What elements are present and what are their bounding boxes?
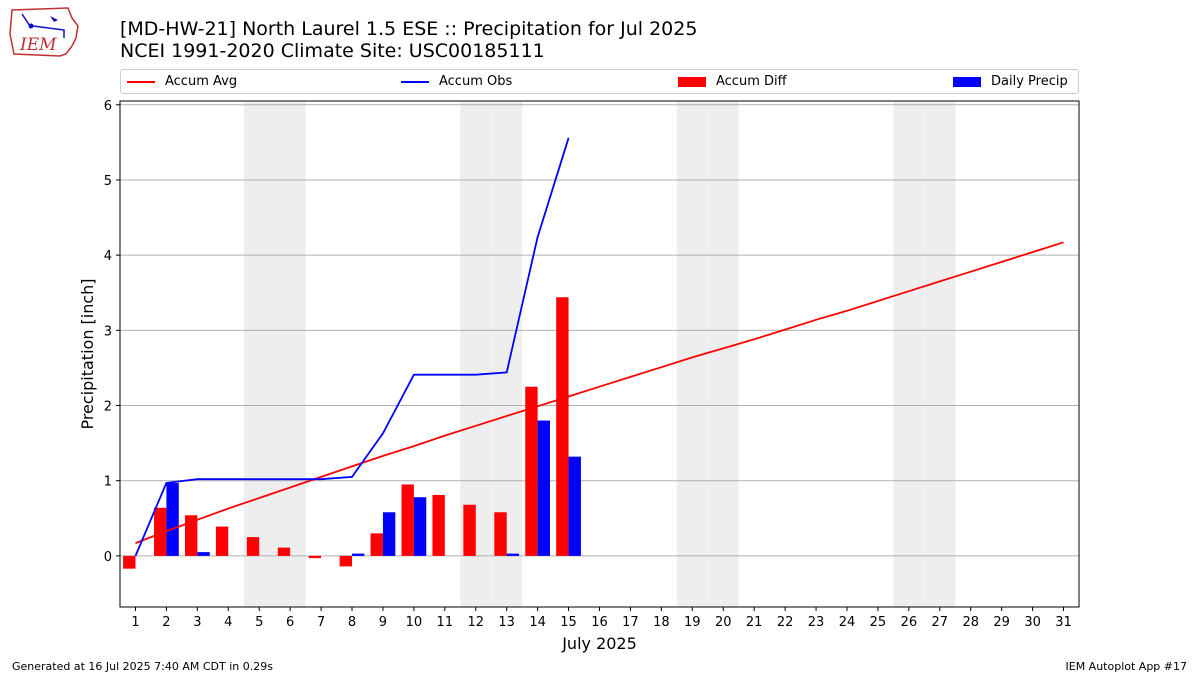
x-tick-label-11: 11 bbox=[437, 615, 454, 630]
x-axis-label: July 2025 bbox=[561, 634, 637, 653]
x-tick-label-1: 1 bbox=[131, 615, 139, 630]
x-tick-label-27: 27 bbox=[932, 615, 949, 630]
daily-precip-bar-9 bbox=[382, 512, 396, 556]
legend-item-daily-precip: Daily Precip bbox=[953, 74, 1068, 90]
legend-swatch-accum-diff bbox=[678, 76, 706, 87]
weekend-shade-6 bbox=[274, 101, 306, 607]
accum-diff-bar-15 bbox=[556, 297, 569, 556]
x-tick-label-4: 4 bbox=[224, 615, 232, 630]
legend-swatch-daily-precip bbox=[953, 76, 981, 87]
y-tick-label-6: 6 bbox=[104, 99, 112, 114]
x-tick-label-21: 21 bbox=[746, 615, 763, 630]
accum-diff-bar-9 bbox=[370, 533, 383, 556]
y-tick-label-4: 4 bbox=[104, 249, 112, 264]
daily-precip-bar-10 bbox=[413, 497, 427, 556]
x-tick-label-9: 9 bbox=[379, 615, 387, 630]
x-tick-label-23: 23 bbox=[808, 615, 825, 630]
x-tick-label-8: 8 bbox=[348, 615, 356, 630]
accum-diff-bar-5 bbox=[246, 537, 260, 556]
y-tick-label-5: 5 bbox=[104, 174, 112, 189]
weekend-shade-27 bbox=[924, 101, 956, 607]
x-tick-label-2: 2 bbox=[162, 615, 170, 630]
x-tick-label-14: 14 bbox=[529, 615, 546, 630]
legend-item-accum-avg: Accum Avg bbox=[127, 74, 237, 90]
legend: Accum Avg Accum Obs Accum Diff Daily Pre… bbox=[120, 69, 1079, 94]
legend-label-accum-avg: Accum Avg bbox=[165, 74, 238, 89]
x-tick-label-25: 25 bbox=[870, 615, 887, 630]
legend-label-accum-obs: Accum Obs bbox=[439, 74, 513, 89]
legend-item-accum-obs: Accum Obs bbox=[401, 74, 512, 90]
accum-diff-bar-14 bbox=[525, 386, 538, 556]
x-tick-label-26: 26 bbox=[901, 615, 918, 630]
x-tick-label-29: 29 bbox=[993, 615, 1010, 630]
x-tick-label-6: 6 bbox=[286, 615, 294, 630]
x-tick-label-18: 18 bbox=[653, 615, 670, 630]
accum-diff-bar-11 bbox=[432, 494, 445, 556]
x-tick-label-30: 30 bbox=[1024, 615, 1041, 630]
accum-diff-bar-10 bbox=[401, 484, 414, 556]
accum-diff-bar-2 bbox=[154, 507, 167, 556]
x-tick-label-28: 28 bbox=[962, 615, 979, 630]
footer-app: IEM Autoplot App #17 bbox=[1065, 660, 1188, 673]
y-tick-label-2: 2 bbox=[104, 400, 112, 415]
daily-precip-bar-14 bbox=[537, 420, 551, 556]
y-tick-label-3: 3 bbox=[104, 324, 112, 339]
weekend-shade-26 bbox=[893, 101, 925, 607]
accum-diff-bar-4 bbox=[215, 526, 229, 556]
x-tick-label-31: 31 bbox=[1055, 615, 1072, 630]
accum-obs-line bbox=[134, 137, 570, 557]
accum-diff-bar-1 bbox=[123, 555, 136, 569]
x-tick-label-20: 20 bbox=[715, 615, 732, 630]
x-tick-label-17: 17 bbox=[622, 615, 639, 630]
x-tick-label-3: 3 bbox=[193, 615, 201, 630]
x-tick-label-12: 12 bbox=[467, 615, 484, 630]
legend-label-daily-precip: Daily Precip bbox=[991, 74, 1068, 89]
y-tick-label-1: 1 bbox=[104, 475, 112, 490]
chart-title: [MD-HW-21] North Laurel 1.5 ESE :: Preci… bbox=[120, 18, 698, 40]
x-tick-label-16: 16 bbox=[591, 615, 608, 630]
daily-precip-bar-15 bbox=[568, 456, 581, 556]
chart-subtitle: NCEI 1991-2020 Climate Site: USC00185111 bbox=[120, 40, 545, 62]
x-tick-label-10: 10 bbox=[406, 615, 423, 630]
daily-precip-bar-3 bbox=[197, 552, 210, 556]
accum-diff-bar-3 bbox=[184, 515, 198, 556]
daily-precip-bar-2 bbox=[166, 482, 179, 556]
accum-diff-bar-12 bbox=[463, 504, 476, 556]
iem-logo: IEM bbox=[9, 7, 79, 57]
legend-item-accum-diff: Accum Diff bbox=[678, 74, 787, 90]
accum-diff-bar-7 bbox=[308, 555, 322, 559]
daily-precip-bar-13 bbox=[506, 553, 520, 556]
weekend-shade-5 bbox=[243, 101, 275, 607]
x-tick-label-22: 22 bbox=[777, 615, 794, 630]
legend-label-accum-diff: Accum Diff bbox=[716, 74, 787, 89]
x-tick-label-24: 24 bbox=[839, 615, 856, 630]
x-tick-label-13: 13 bbox=[498, 615, 515, 630]
footer-generated: Generated at 16 Jul 2025 7:40 AM CDT in … bbox=[12, 660, 273, 673]
daily-precip-bar-8 bbox=[352, 553, 365, 556]
x-tick-label-15: 15 bbox=[560, 615, 577, 630]
accum-diff-bar-6 bbox=[277, 547, 291, 556]
accum-diff-bar-13 bbox=[494, 512, 507, 556]
legend-swatch-accum-obs bbox=[401, 80, 429, 83]
accum-avg-line bbox=[135, 241, 1064, 544]
y-tick-label-0: 0 bbox=[104, 550, 112, 565]
logo-text: IEM bbox=[19, 35, 57, 55]
legend-swatch-accum-avg bbox=[127, 80, 155, 83]
y-axis-label: Precipitation [inch] bbox=[78, 278, 97, 429]
weekend-shade-20 bbox=[707, 101, 739, 607]
x-tick-label-19: 19 bbox=[684, 615, 701, 630]
x-tick-label-7: 7 bbox=[317, 615, 325, 630]
x-tick-label-5: 5 bbox=[255, 615, 263, 630]
accum-diff-bar-8 bbox=[339, 555, 353, 567]
